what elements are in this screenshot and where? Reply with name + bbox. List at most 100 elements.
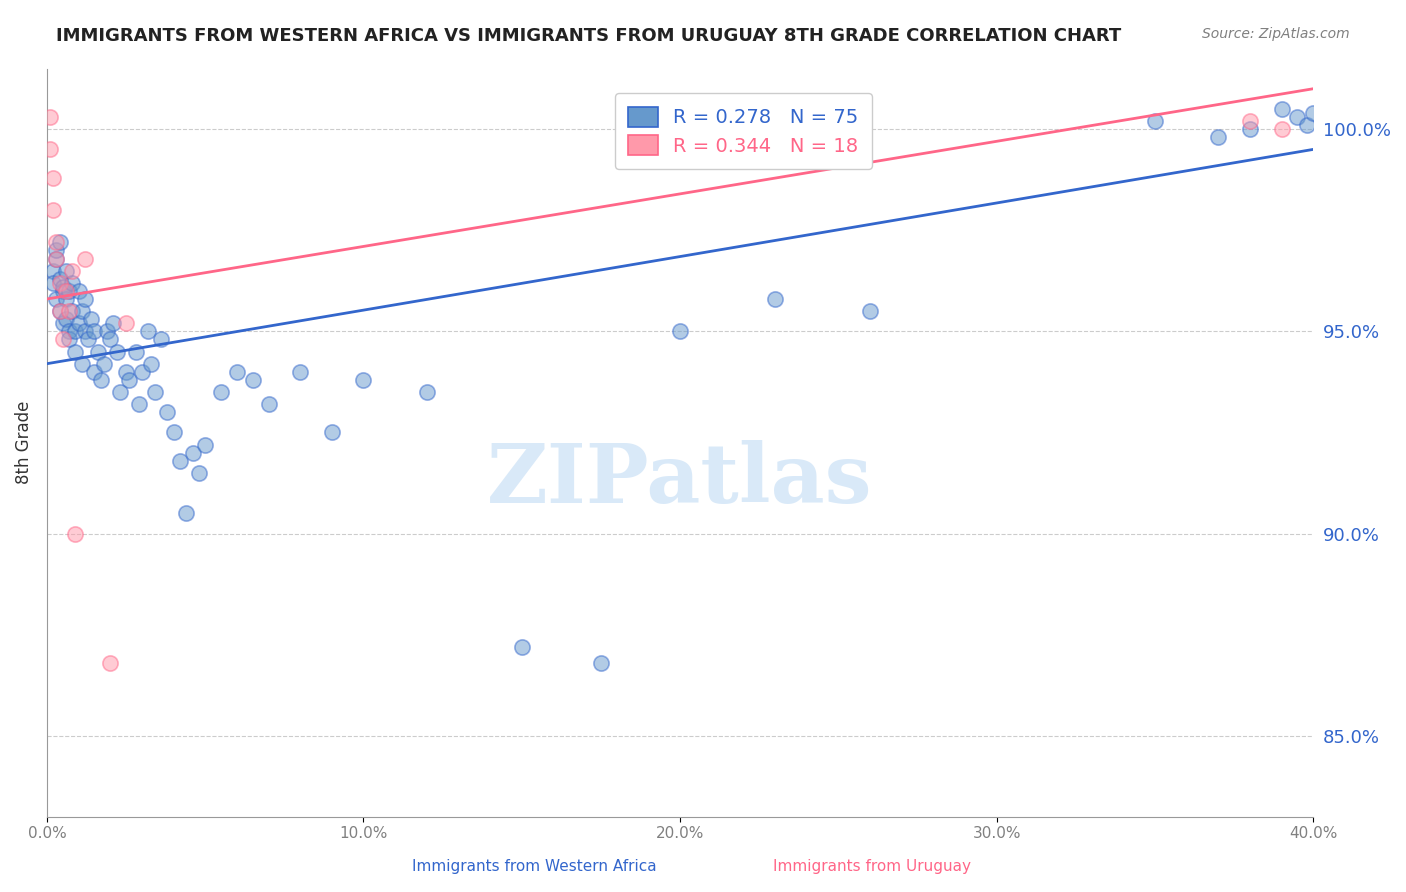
Point xyxy=(48,276,70,290)
Point xyxy=(52,284,75,298)
Point xyxy=(48,304,70,318)
Point xyxy=(52,280,75,294)
Point xyxy=(128,397,150,411)
Point xyxy=(115,316,138,330)
Point xyxy=(98,656,121,670)
Point xyxy=(42,276,65,290)
Point xyxy=(669,324,692,338)
Point xyxy=(225,365,247,379)
Point xyxy=(149,333,172,347)
Point xyxy=(70,357,93,371)
Point xyxy=(90,373,112,387)
Point xyxy=(86,344,108,359)
Point xyxy=(1286,110,1309,124)
Point xyxy=(321,425,343,440)
Point xyxy=(48,235,70,250)
Point xyxy=(73,292,96,306)
Point xyxy=(416,384,439,399)
Text: Source: ZipAtlas.com: Source: ZipAtlas.com xyxy=(1202,27,1350,41)
Point xyxy=(194,437,217,451)
Point xyxy=(1239,114,1261,128)
Point xyxy=(93,357,115,371)
Point xyxy=(156,405,179,419)
Point xyxy=(510,640,533,654)
Point xyxy=(42,202,65,217)
Point xyxy=(67,316,90,330)
Point xyxy=(48,272,70,286)
Point xyxy=(65,526,87,541)
Point xyxy=(83,324,105,338)
Point xyxy=(353,373,375,387)
Point xyxy=(1271,122,1294,136)
Point xyxy=(763,292,786,306)
Point xyxy=(45,235,67,250)
Point xyxy=(96,324,118,338)
Point xyxy=(169,454,191,468)
Point xyxy=(288,365,311,379)
Point xyxy=(103,316,125,330)
Point xyxy=(77,333,100,347)
Point xyxy=(187,466,209,480)
Point xyxy=(65,344,87,359)
Point xyxy=(131,365,153,379)
Point xyxy=(124,344,146,359)
Point xyxy=(55,263,77,277)
Point xyxy=(67,284,90,298)
Point xyxy=(73,324,96,338)
Point xyxy=(181,445,204,459)
Point xyxy=(45,292,67,306)
Point xyxy=(55,292,77,306)
Text: IMMIGRANTS FROM WESTERN AFRICA VS IMMIGRANTS FROM URUGUAY 8TH GRADE CORRELATION : IMMIGRANTS FROM WESTERN AFRICA VS IMMIGR… xyxy=(56,27,1122,45)
Point xyxy=(60,263,83,277)
Point xyxy=(58,324,80,338)
Text: Immigrants from Western Africa: Immigrants from Western Africa xyxy=(412,859,657,874)
Point xyxy=(105,344,128,359)
Point xyxy=(39,110,62,124)
Point xyxy=(45,244,67,258)
Point xyxy=(48,304,70,318)
Point xyxy=(162,425,184,440)
Point xyxy=(1302,106,1324,120)
Point xyxy=(60,304,83,318)
Point xyxy=(118,373,141,387)
Point xyxy=(859,304,882,318)
Point xyxy=(55,284,77,298)
Point xyxy=(58,304,80,318)
Point xyxy=(80,312,103,326)
Point xyxy=(589,656,612,670)
Point xyxy=(108,384,131,399)
Text: Immigrants from Uruguay: Immigrants from Uruguay xyxy=(773,859,970,874)
Point xyxy=(1143,114,1166,128)
Point xyxy=(55,312,77,326)
Point xyxy=(141,357,163,371)
Point xyxy=(45,252,67,266)
Point xyxy=(65,324,87,338)
Point xyxy=(143,384,166,399)
Point xyxy=(1271,102,1294,116)
Point xyxy=(42,170,65,185)
Point xyxy=(58,284,80,298)
Point xyxy=(70,304,93,318)
Point xyxy=(45,252,67,266)
Point xyxy=(257,397,280,411)
Point xyxy=(1206,130,1229,145)
Point xyxy=(60,276,83,290)
Point xyxy=(42,263,65,277)
Point xyxy=(58,333,80,347)
Point xyxy=(242,373,264,387)
Y-axis label: 8th Grade: 8th Grade xyxy=(15,401,32,484)
Text: ZIPatlas: ZIPatlas xyxy=(488,440,873,520)
Point xyxy=(73,252,96,266)
Point xyxy=(1296,118,1319,132)
Point xyxy=(52,316,75,330)
Point xyxy=(98,333,121,347)
Point xyxy=(52,333,75,347)
Point xyxy=(174,506,197,520)
Point xyxy=(39,142,62,156)
Point xyxy=(115,365,138,379)
Point xyxy=(83,365,105,379)
Point xyxy=(209,384,232,399)
Legend: R = 0.278   N = 75, R = 0.344   N = 18: R = 0.278 N = 75, R = 0.344 N = 18 xyxy=(614,93,872,169)
Point xyxy=(136,324,159,338)
Point xyxy=(1239,122,1261,136)
